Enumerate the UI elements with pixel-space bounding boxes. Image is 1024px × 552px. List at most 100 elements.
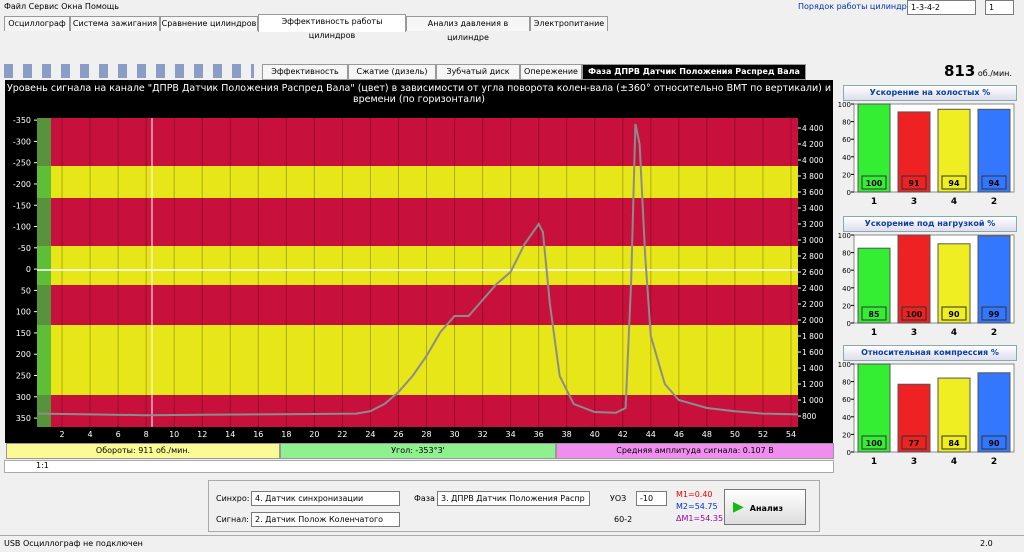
x-tick-label: 10 bbox=[169, 430, 179, 439]
subtab[interactable]: Сжатие (дизель) bbox=[348, 64, 436, 80]
y-tick-label: 0 bbox=[847, 189, 851, 197]
x-tick-label: 1 bbox=[871, 457, 877, 467]
tab-active[interactable]: Эффективность работы цилиндров bbox=[258, 14, 406, 40]
menu-item[interactable]: Помощь bbox=[84, 2, 120, 11]
x-tick-label: 22 bbox=[337, 430, 347, 439]
subtab[interactable]: Эффективность bbox=[262, 64, 348, 80]
marker-1: M1=0.40 bbox=[676, 490, 713, 499]
y-tick-label: 100 bbox=[838, 101, 851, 109]
y-tick-label: 80 bbox=[842, 379, 851, 387]
x-tick-label: 2 bbox=[59, 430, 64, 439]
menu-item[interactable]: Файл bbox=[4, 2, 27, 11]
x-tick-label: 12 bbox=[197, 430, 207, 439]
subtab[interactable]: Опережение bbox=[520, 64, 582, 80]
bar-chart-title[interactable]: Ускорение под нагрузкой % bbox=[843, 216, 1017, 232]
y-tick-label: 40 bbox=[842, 154, 851, 162]
value-label: 94 bbox=[948, 179, 960, 188]
x-tick-label: 46 bbox=[674, 430, 684, 439]
version: 2.0 bbox=[980, 539, 993, 548]
x-tick-label: 4 bbox=[88, 430, 93, 439]
y-tick-label: 80 bbox=[842, 250, 851, 258]
value-label: 99 bbox=[988, 310, 1000, 319]
bar-chart: 0 20 40 60 80 100 85 1 100 3 90 4 99 2 bbox=[838, 232, 1015, 338]
x-tick-label: 16 bbox=[253, 430, 263, 439]
phase-combo[interactable]: 3. ДПРВ Датчик Положения Распр bbox=[437, 491, 590, 506]
x-tick-label: 40 bbox=[590, 430, 600, 439]
value-label: 100 bbox=[866, 439, 883, 448]
subtab-active[interactable]: Фаза ДПРВ Датчик Положения Распред Вала bbox=[582, 64, 806, 80]
value-label: 85 bbox=[868, 310, 880, 319]
firing-order-combo[interactable]: 1-3-4-2 bbox=[907, 0, 976, 15]
control-panel bbox=[208, 480, 820, 532]
signal-combo[interactable]: 2. Датчик Полож Коленчатого Вал bbox=[251, 512, 400, 527]
x-tick-label: 30 bbox=[449, 430, 459, 439]
x-tick-label: 38 bbox=[562, 430, 572, 439]
value-box bbox=[901, 435, 927, 450]
signal-band bbox=[37, 325, 798, 395]
x-tick-label: 3 bbox=[911, 457, 917, 467]
value-box bbox=[981, 435, 1007, 450]
y-tick-label: 250 bbox=[16, 372, 31, 381]
y-tick-label: 0 bbox=[26, 265, 31, 274]
y-tick-label: 80 bbox=[842, 119, 851, 127]
value-label: 90 bbox=[948, 310, 960, 319]
tab[interactable]: Анализ давления в цилиндре bbox=[406, 16, 530, 42]
tab[interactable]: Сравнение цилиндров bbox=[160, 16, 258, 31]
y-tick-label: 0 bbox=[847, 449, 851, 457]
uoz-label: УОЗ bbox=[610, 494, 627, 503]
bar-chart: 0 20 40 60 80 100 100 1 77 3 84 4 90 2 bbox=[838, 361, 1015, 467]
menu-item[interactable]: Окна bbox=[61, 2, 83, 11]
x-tick-label: 32 bbox=[477, 430, 487, 439]
value-box bbox=[941, 306, 967, 321]
x-tick-label: 44 bbox=[646, 430, 656, 439]
y-tick-label: 20 bbox=[842, 302, 851, 310]
phase-chart: 2 4 6 8 10 12 14 16 18 20 22 24 26 28 30 32 34 36 38 40 42 44… bbox=[5, 80, 833, 443]
y2-tick-label: 2 000 bbox=[802, 316, 824, 325]
sync-combo[interactable]: 4. Датчик синхронизации bbox=[251, 491, 400, 506]
y-tick-label: 60 bbox=[842, 136, 851, 144]
y-tick-label: 300 bbox=[16, 393, 31, 402]
y-tick-label: 100 bbox=[838, 232, 851, 240]
x-tick-label: 2 bbox=[991, 457, 997, 467]
x-tick-label: 34 bbox=[506, 430, 516, 439]
phase-label: Фаза bbox=[414, 494, 435, 503]
y2-tick-label: 4 000 bbox=[802, 156, 824, 165]
x-tick-label: 26 bbox=[393, 430, 403, 439]
value-box bbox=[981, 175, 1007, 190]
y-tick-label: 40 bbox=[842, 285, 851, 293]
x-tick-label: 1 bbox=[871, 328, 877, 338]
menu-bar: Файл Сервис Окна Помощь bbox=[4, 2, 119, 11]
x-tick-label: 3 bbox=[911, 197, 917, 207]
bar-chart-title[interactable]: Относительная компрессия % bbox=[843, 345, 1017, 361]
tab[interactable]: Осциллограф bbox=[4, 16, 70, 31]
x-tick-label: 6 bbox=[116, 430, 121, 439]
y2-tick-label: 1 600 bbox=[802, 348, 824, 357]
y-tick-label: 100 bbox=[16, 308, 31, 317]
value-label: 100 bbox=[906, 310, 923, 319]
analyze-button[interactable]: ▶ Анализ bbox=[724, 489, 806, 525]
subtab[interactable]: Зубчатый диск bbox=[436, 64, 520, 80]
scrollbar[interactable] bbox=[4, 460, 834, 473]
rpm-unit: об./мин. bbox=[977, 69, 1012, 78]
tab[interactable]: Система зажигания bbox=[70, 16, 160, 31]
menu-item[interactable]: Сервис bbox=[28, 2, 59, 11]
value-label: 91 bbox=[908, 179, 920, 188]
uoz-spinner[interactable]: -10 bbox=[636, 491, 667, 506]
analyze-label: Анализ bbox=[749, 504, 784, 513]
cylinder-spinner[interactable]: 1 bbox=[985, 0, 1014, 15]
x-tick-label: 36 bbox=[534, 430, 544, 439]
y-tick-label: 40 bbox=[842, 414, 851, 422]
bar-chart-title[interactable]: Ускорение на холостых % bbox=[843, 85, 1017, 101]
tab[interactable]: Электропитание bbox=[530, 16, 608, 31]
x-tick-label: 14 bbox=[225, 430, 235, 439]
y2-tick-label: 1 800 bbox=[802, 332, 824, 341]
value-label: 90 bbox=[988, 439, 1000, 448]
x-tick-label: 18 bbox=[281, 430, 291, 439]
toolbar-icons[interactable] bbox=[4, 64, 254, 78]
x-tick-label: 48 bbox=[702, 430, 712, 439]
y2-tick-label: 800 bbox=[802, 412, 817, 421]
y-tick-label: 60 bbox=[842, 267, 851, 275]
x-tick-label: 24 bbox=[365, 430, 375, 439]
rpm-status: Обороты: 911 об./мин. bbox=[6, 443, 280, 459]
